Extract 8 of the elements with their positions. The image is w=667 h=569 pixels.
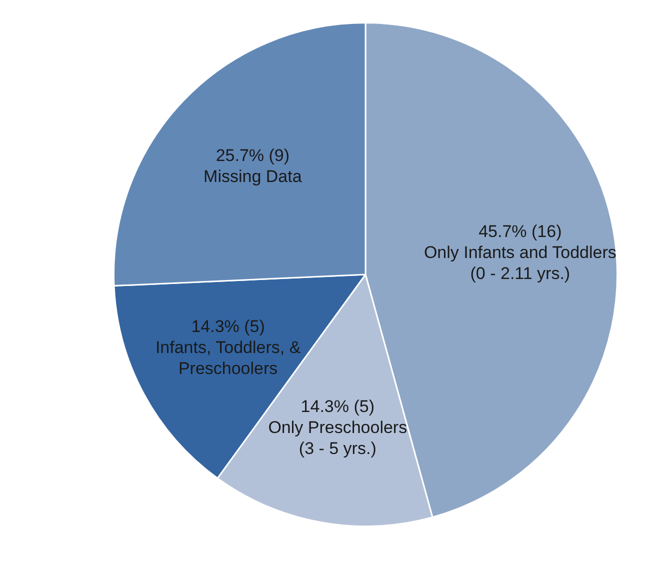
data-label: 14.3% (5): [300, 396, 374, 416]
data-label: 25.7% (9): [216, 146, 290, 165]
slice-label: Only Preschoolers (3 - 5 yrs.): [268, 418, 408, 458]
slice-label: Only Infants and Toddlers (0 - 2.11 yrs.): [424, 243, 616, 284]
slice-label: Infants, Toddlers, & Preschoolers: [155, 338, 302, 378]
data-label: 14.3% (5): [191, 317, 265, 336]
slice-label: Missing Data: [204, 166, 302, 186]
data-label: 45.7% (16): [478, 222, 562, 242]
